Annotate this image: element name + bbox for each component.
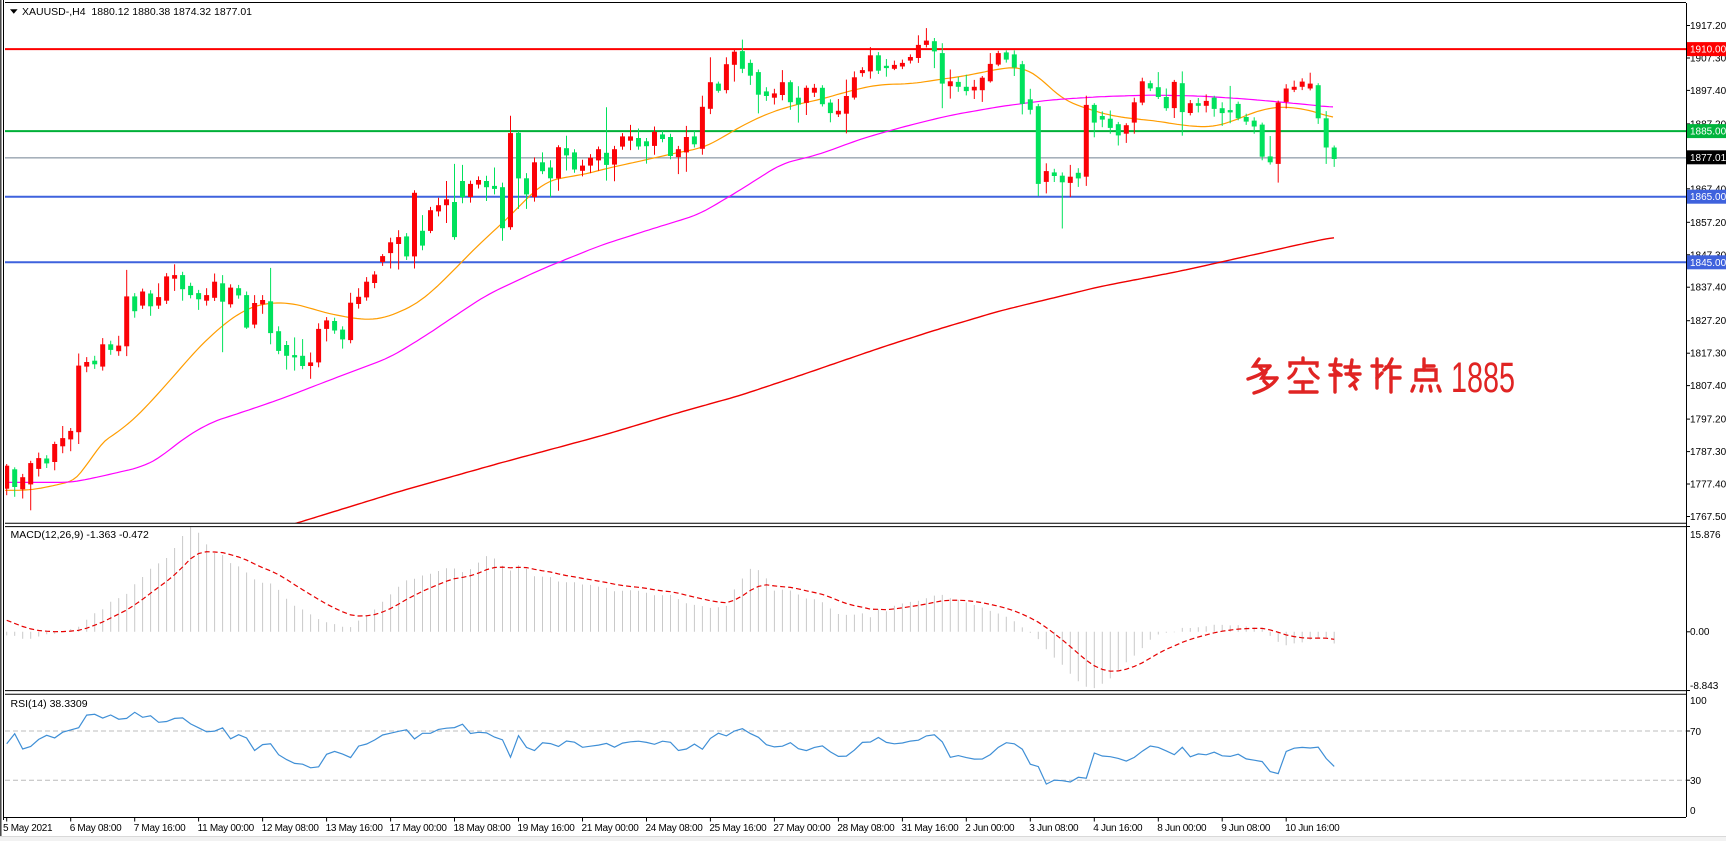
- svg-text:13 May 16:00: 13 May 16:00: [326, 823, 384, 834]
- svg-text:7 May 16:00: 7 May 16:00: [134, 823, 186, 834]
- svg-text:1857.20: 1857.20: [1690, 218, 1726, 229]
- svg-text:19 May 16:00: 19 May 16:00: [518, 823, 576, 834]
- svg-text:21 May 00:00: 21 May 00:00: [582, 823, 640, 834]
- svg-text:31 May 16:00: 31 May 16:00: [901, 823, 959, 834]
- svg-text:0.00: 0.00: [1690, 627, 1710, 638]
- svg-text:1910.00: 1910.00: [1690, 45, 1726, 56]
- svg-text:12 May 08:00: 12 May 08:00: [262, 823, 320, 834]
- svg-text:3 Jun 08:00: 3 Jun 08:00: [1029, 823, 1079, 834]
- svg-text:1885: 1885: [1451, 354, 1515, 402]
- svg-text:-8.843: -8.843: [1690, 681, 1719, 692]
- svg-text:1777.40: 1777.40: [1690, 480, 1726, 491]
- svg-text:25 May 16:00: 25 May 16:00: [709, 823, 767, 834]
- svg-text:10 Jun 16:00: 10 Jun 16:00: [1285, 823, 1340, 834]
- svg-text:27 May 00:00: 27 May 00:00: [773, 823, 831, 834]
- svg-text:1807.40: 1807.40: [1690, 381, 1726, 392]
- svg-text:1917.20: 1917.20: [1690, 21, 1726, 32]
- svg-text:100: 100: [1690, 696, 1707, 707]
- svg-text:6 May 08:00: 6 May 08:00: [70, 823, 122, 834]
- svg-text:24 May 08:00: 24 May 08:00: [646, 823, 704, 834]
- svg-text:XAUUSD-,H4 1880.12 1880.38 18: XAUUSD-,H4 1880.12 1880.38 1874.32 1877.…: [22, 6, 252, 18]
- svg-text:1907.30: 1907.30: [1690, 54, 1726, 65]
- svg-text:1845.00: 1845.00: [1690, 258, 1726, 269]
- svg-text:11 May 00:00: 11 May 00:00: [198, 823, 255, 834]
- svg-text:1865.00: 1865.00: [1690, 192, 1726, 203]
- svg-text:MACD(12,26,9) -1.363 -0.472: MACD(12,26,9) -1.363 -0.472: [11, 529, 149, 541]
- svg-text:4 Jun 16:00: 4 Jun 16:00: [1093, 823, 1143, 834]
- svg-text:70: 70: [1690, 727, 1702, 738]
- svg-text:1837.40: 1837.40: [1690, 283, 1726, 294]
- svg-text:28 May 08:00: 28 May 08:00: [837, 823, 895, 834]
- svg-text:8 Jun 00:00: 8 Jun 00:00: [1157, 823, 1207, 834]
- svg-text:1885.00: 1885.00: [1690, 127, 1726, 138]
- svg-text:1817.30: 1817.30: [1690, 349, 1726, 360]
- svg-text:1797.20: 1797.20: [1690, 415, 1726, 426]
- svg-text:1897.40: 1897.40: [1690, 86, 1726, 97]
- svg-text:2 Jun 00:00: 2 Jun 00:00: [965, 823, 1015, 834]
- svg-text:RSI(14) 38.3309: RSI(14) 38.3309: [11, 698, 88, 710]
- svg-text:1767.50: 1767.50: [1690, 512, 1726, 523]
- svg-text:0: 0: [1690, 806, 1696, 817]
- svg-text:1827.20: 1827.20: [1690, 316, 1726, 327]
- svg-text:18 May 08:00: 18 May 08:00: [454, 823, 512, 834]
- svg-text:5 May 2021: 5 May 2021: [3, 823, 53, 834]
- svg-text:30: 30: [1690, 776, 1702, 787]
- svg-text:17 May 00:00: 17 May 00:00: [390, 823, 448, 834]
- svg-text:15.876: 15.876: [1690, 530, 1721, 541]
- svg-text:9 Jun 08:00: 9 Jun 08:00: [1221, 823, 1271, 834]
- svg-text:1877.01: 1877.01: [1690, 153, 1726, 164]
- svg-text:1787.30: 1787.30: [1690, 447, 1726, 458]
